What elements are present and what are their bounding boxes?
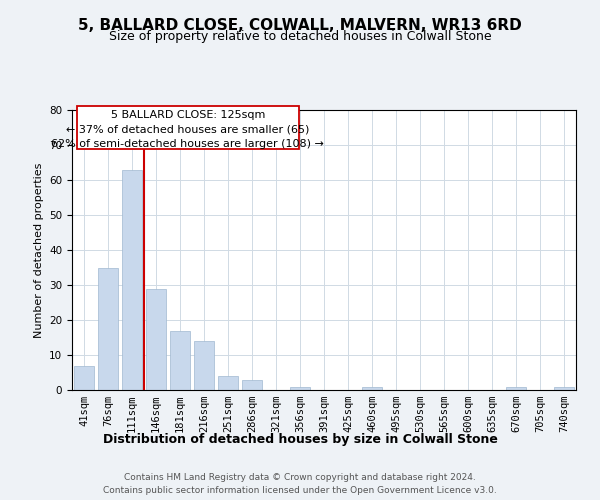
Text: 5 BALLARD CLOSE: 125sqm: 5 BALLARD CLOSE: 125sqm xyxy=(111,110,265,120)
Bar xyxy=(74,366,94,390)
Text: 5, BALLARD CLOSE, COLWALL, MALVERN, WR13 6RD: 5, BALLARD CLOSE, COLWALL, MALVERN, WR13… xyxy=(78,18,522,32)
Text: Size of property relative to detached houses in Colwall Stone: Size of property relative to detached ho… xyxy=(109,30,491,43)
Bar xyxy=(362,386,382,390)
Text: 62% of semi-detached houses are larger (108) →: 62% of semi-detached houses are larger (… xyxy=(52,139,325,149)
Bar xyxy=(170,330,190,390)
Bar xyxy=(290,386,310,390)
Bar xyxy=(218,376,238,390)
Bar xyxy=(146,288,166,390)
Text: ← 37% of detached houses are smaller (65): ← 37% of detached houses are smaller (65… xyxy=(66,124,310,134)
Bar xyxy=(194,341,214,390)
Bar xyxy=(242,380,262,390)
Bar xyxy=(98,268,118,390)
Y-axis label: Number of detached properties: Number of detached properties xyxy=(34,162,44,338)
Bar xyxy=(122,170,142,390)
Text: Contains HM Land Registry data © Crown copyright and database right 2024.: Contains HM Land Registry data © Crown c… xyxy=(124,472,476,482)
Text: Contains public sector information licensed under the Open Government Licence v3: Contains public sector information licen… xyxy=(103,486,497,495)
FancyBboxPatch shape xyxy=(77,106,299,149)
Bar xyxy=(554,386,574,390)
Text: Distribution of detached houses by size in Colwall Stone: Distribution of detached houses by size … xyxy=(103,432,497,446)
Bar xyxy=(506,386,526,390)
